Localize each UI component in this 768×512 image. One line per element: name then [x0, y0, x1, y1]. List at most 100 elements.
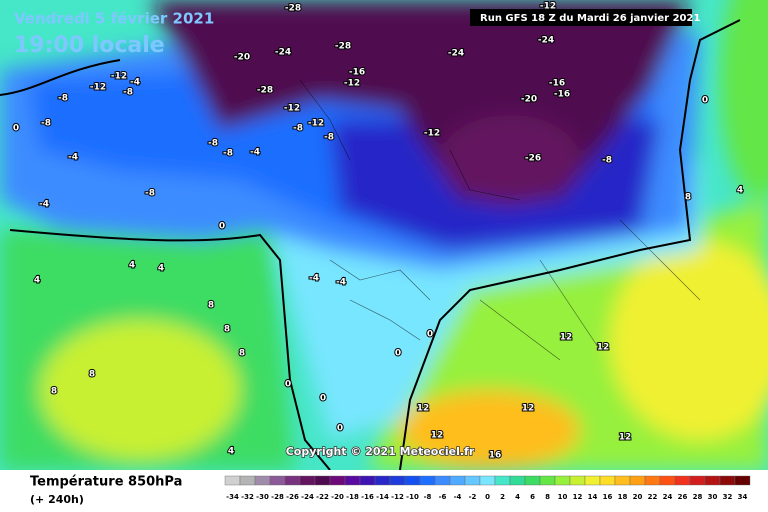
- contour-label: -26: [525, 154, 541, 164]
- contour-label: -28: [335, 42, 351, 52]
- contour-label: 12: [417, 404, 430, 414]
- contour-label: 0: [219, 222, 225, 232]
- legend-swatch: [494, 475, 511, 486]
- forecast-time: 19:00 locale: [14, 33, 165, 58]
- legend-tick-label: 28: [693, 493, 703, 501]
- legend-swatch: [599, 475, 616, 486]
- contour-label: -4: [309, 274, 319, 284]
- legend-swatch: [419, 475, 436, 486]
- contour-label: -8: [324, 133, 334, 143]
- contour-label: 8: [51, 387, 57, 397]
- legend-tick-label: -12: [391, 493, 404, 501]
- contour-label: 8: [89, 370, 95, 380]
- legend-swatch: [509, 475, 526, 486]
- legend-tick-label: 12: [573, 493, 583, 501]
- legend-swatch: [344, 475, 361, 486]
- contour-label: 8: [224, 325, 230, 335]
- contour-label: -12: [90, 83, 106, 93]
- legend-tick-label: -32: [241, 493, 254, 501]
- contour-label: -12: [308, 119, 324, 129]
- legend-tick-label: -26: [286, 493, 299, 501]
- contour-label: -4: [250, 148, 260, 158]
- copyright: Copyright © 2021 Meteociel.fr: [286, 445, 475, 458]
- legend-tick-label: -28: [271, 493, 284, 501]
- legend-swatch: [434, 475, 451, 486]
- legend-swatch: [569, 475, 586, 486]
- legend-swatch: [359, 475, 376, 486]
- legend-swatch: [524, 475, 541, 486]
- contour-label: -20: [521, 95, 537, 105]
- legend-tick-label: -14: [376, 493, 389, 501]
- legend-swatch: [629, 475, 646, 486]
- legend-swatch: [479, 475, 496, 486]
- contour-label: 4: [737, 186, 743, 196]
- contour-label: -12: [284, 104, 300, 114]
- contour-label: -24: [448, 49, 464, 59]
- legend-tick-label: 16: [603, 493, 613, 501]
- contour-label: -12: [344, 79, 360, 89]
- legend-tick-label: -2: [469, 493, 477, 501]
- legend-tick-label: 34: [738, 493, 748, 501]
- contour-label: -8: [123, 88, 133, 98]
- legend-swatch: [284, 475, 301, 486]
- contour-label: -4: [336, 278, 346, 288]
- legend-tick-label: -24: [301, 493, 314, 501]
- contour-label: -16: [554, 90, 570, 100]
- legend-tick-label: -4: [454, 493, 462, 501]
- contour-label: 0: [13, 124, 19, 134]
- contour-label: -4: [68, 153, 78, 163]
- legend-tick-label: 32: [723, 493, 733, 501]
- contour-label: -8: [58, 94, 68, 104]
- contour-label: -20: [234, 53, 250, 63]
- contour-label: 12: [597, 343, 610, 353]
- contour-label: 0: [427, 330, 433, 340]
- map: [0, 0, 768, 470]
- legend-tick-label: 2: [500, 493, 505, 501]
- contour-label: -8: [41, 119, 51, 129]
- legend-tick-label: 18: [618, 493, 628, 501]
- contour-label: 4: [228, 447, 234, 457]
- run-info: Run GFS 18 Z du Mardi 26 janvier 2021: [480, 13, 700, 24]
- lead-time: (+ 240h): [30, 493, 84, 506]
- legend-tick-label: -20: [331, 493, 344, 501]
- contour-label: 16: [489, 451, 502, 461]
- legend-swatch: [314, 475, 331, 486]
- legend-swatch: [464, 475, 481, 486]
- legend-swatch: [644, 475, 661, 486]
- legend-tick-label: -6: [439, 493, 447, 501]
- legend-swatch: [614, 475, 631, 486]
- legend-tick-label: 30: [708, 493, 718, 501]
- legend-swatch: [224, 475, 241, 486]
- legend-swatch: [404, 475, 421, 486]
- contour-label: -4: [130, 78, 140, 88]
- contour-label: -28: [285, 4, 301, 14]
- legend-tick-label: 14: [588, 493, 598, 501]
- contour-label: -24: [275, 48, 291, 58]
- legend-tick-label: 4: [515, 493, 520, 501]
- legend-swatch: [239, 475, 256, 486]
- legend-swatch: [674, 475, 691, 486]
- legend-swatch: [659, 475, 676, 486]
- contour-label: 12: [431, 431, 444, 441]
- legend-tick-label: -16: [361, 493, 374, 501]
- contour-label: 4: [129, 261, 135, 271]
- contour-label: 12: [560, 333, 573, 343]
- contour-label: 0: [395, 349, 401, 359]
- contour-label: -4: [39, 200, 49, 210]
- legend-swatch: [389, 475, 406, 486]
- legend-swatch: [299, 475, 316, 486]
- legend-tick-label: 8: [545, 493, 550, 501]
- contour-label: -24: [538, 36, 554, 46]
- contour-label: -8: [208, 139, 218, 149]
- contour-label: -16: [349, 68, 365, 78]
- contour-label: -12: [111, 72, 127, 82]
- legend-swatch: [719, 475, 736, 486]
- legend-tick-label: 22: [648, 493, 658, 501]
- contour-labels: -20 -24-28-28-16-12-12-4-12 -8-8-80-12-8 -1…: [12, 1, 744, 462]
- contour-label: -28: [257, 86, 273, 96]
- contour-label: -8: [145, 189, 155, 199]
- contour-label: -8: [602, 156, 612, 166]
- legend-tick-label: 26: [678, 493, 688, 501]
- color-legend: -34 -32 -30 -28 -26 -24 -22 -20 -18 -16 -14 -12 -10-…: [224, 475, 751, 501]
